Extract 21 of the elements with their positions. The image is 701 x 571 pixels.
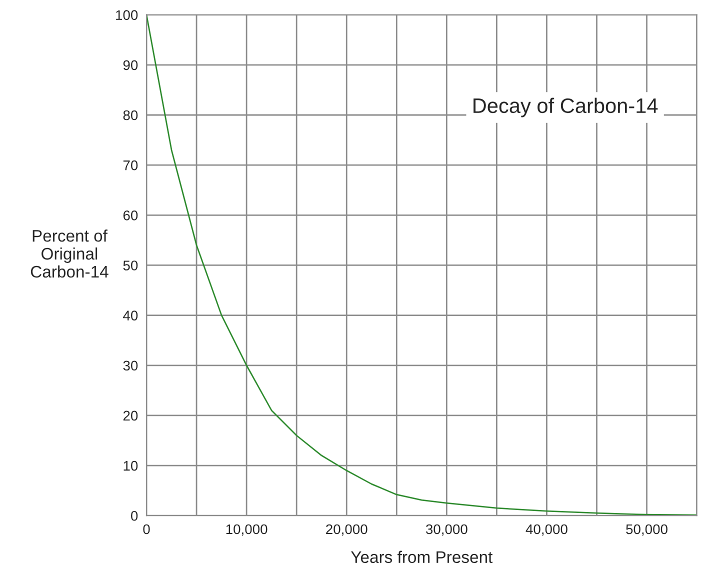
x-tick-label: 20,000 (326, 524, 368, 536)
y-tick-label: 0 (130, 510, 138, 521)
y-tick-label: 40 (123, 310, 138, 320)
x-tick-label: 40,000 (526, 524, 568, 536)
y-tick-label: 20 (123, 410, 138, 421)
x-tick-label: 30,000 (426, 524, 468, 536)
y-tick-label: 50 (123, 260, 138, 270)
y-axis-title: Percent of Original Carbon-14 (30, 230, 108, 278)
y-tick-label: 100 (116, 10, 138, 20)
y-tick-label: 90 (123, 60, 138, 70)
x-axis-title: Years from Present (351, 550, 493, 564)
line-series (146, 14, 697, 516)
x-tick-label: 10,000 (226, 524, 268, 536)
x-tick-label: 50,000 (626, 524, 668, 536)
y-tick-label: 10 (124, 460, 138, 471)
y-tick-label: 60 (123, 210, 138, 220)
y-tick-label: 70 (123, 160, 138, 170)
x-tick-label: 0 (143, 524, 150, 534)
y-tick-label: 30 (123, 360, 138, 371)
text: Decay of Carbon-14 (474, 98, 658, 118)
y-tick-label: 80 (123, 110, 138, 120)
